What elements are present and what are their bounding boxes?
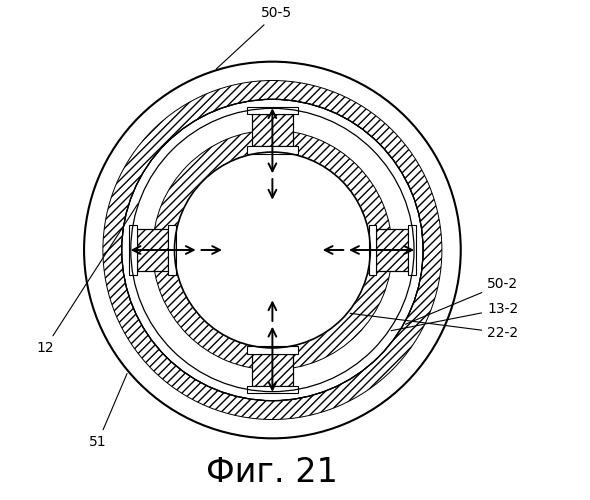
- Polygon shape: [168, 225, 176, 275]
- Text: 22-2: 22-2: [350, 314, 518, 340]
- Polygon shape: [408, 225, 415, 275]
- Polygon shape: [252, 114, 293, 146]
- Text: 12: 12: [37, 204, 138, 355]
- Polygon shape: [137, 230, 168, 270]
- Polygon shape: [252, 354, 293, 386]
- Text: 50-5: 50-5: [217, 6, 292, 69]
- Polygon shape: [247, 107, 297, 114]
- Polygon shape: [376, 230, 408, 270]
- Polygon shape: [247, 386, 297, 393]
- Text: 13-2: 13-2: [391, 302, 519, 330]
- Text: 51: 51: [89, 374, 127, 449]
- Circle shape: [175, 152, 371, 348]
- Text: 50-2: 50-2: [405, 277, 518, 324]
- Polygon shape: [129, 225, 137, 275]
- Text: Фиг. 21: Фиг. 21: [206, 456, 338, 488]
- Polygon shape: [369, 225, 376, 275]
- Circle shape: [84, 62, 461, 438]
- Polygon shape: [247, 346, 297, 354]
- Polygon shape: [247, 146, 297, 154]
